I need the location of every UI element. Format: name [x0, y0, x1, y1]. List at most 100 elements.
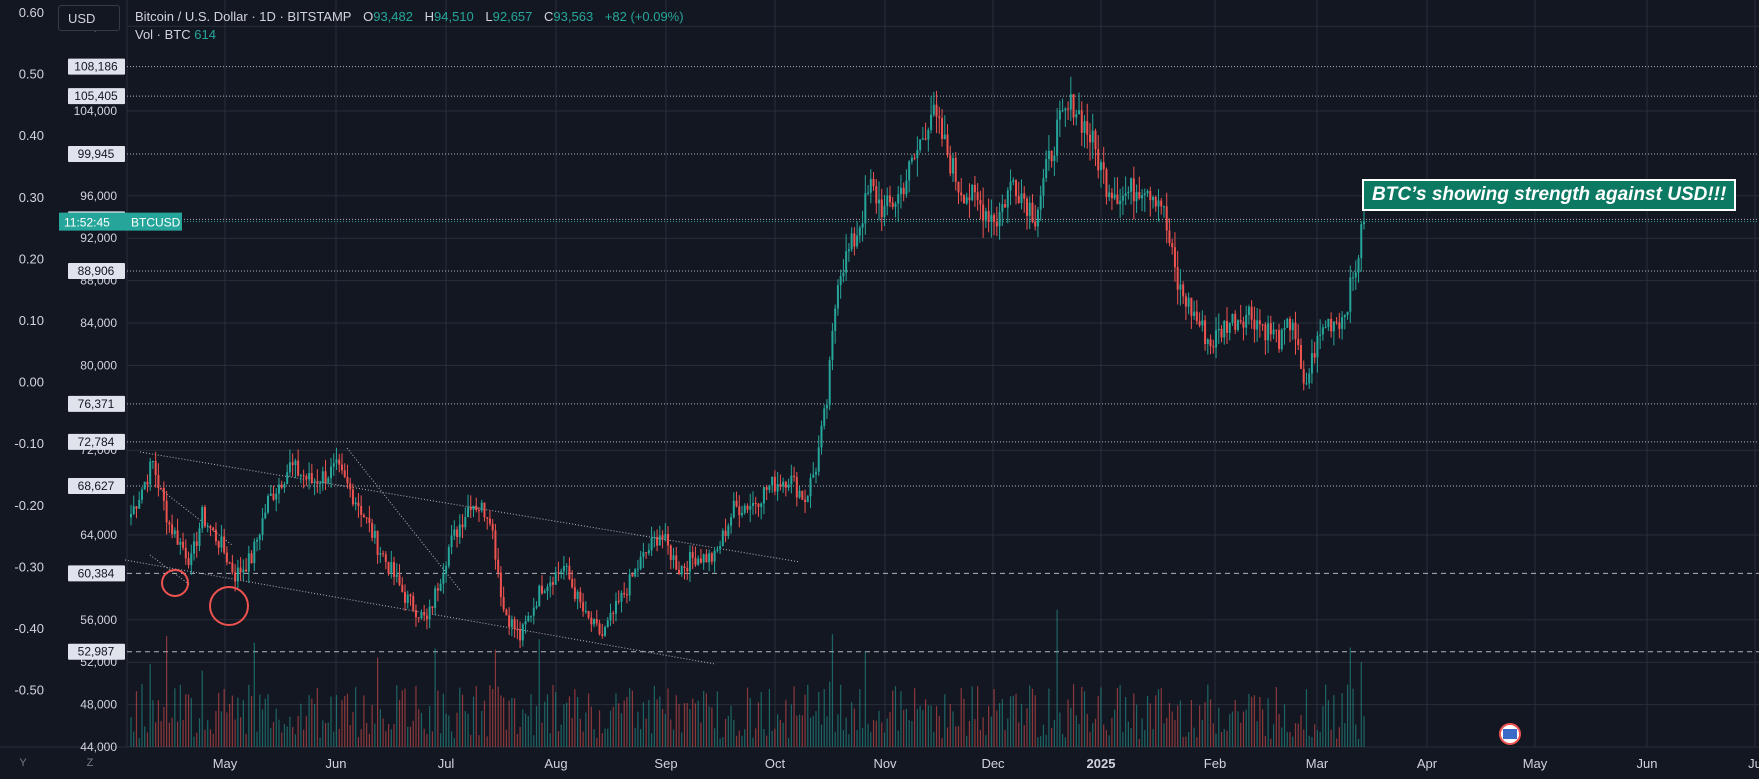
- candle-body: [245, 569, 248, 572]
- volume-bar: [700, 722, 702, 747]
- candle-body: [1009, 181, 1012, 191]
- time-axis[interactable]: May Jun Jul Aug Sep Oct Nov Dec 2025 Feb Mar Apr May…: [213, 756, 1759, 771]
- volume-bar: [289, 716, 291, 747]
- volume-bar: [703, 691, 705, 747]
- volume-bar: [1083, 691, 1086, 747]
- volume-bar: [1034, 695, 1036, 747]
- volume-bar: [516, 733, 518, 747]
- volume-bar: [461, 694, 464, 747]
- candle-body: [878, 199, 881, 204]
- candle-body: [1110, 192, 1113, 199]
- volume-bar: [878, 710, 880, 747]
- candle-body: [1324, 326, 1327, 328]
- volume-bar: [1062, 734, 1064, 747]
- candle-body: [1291, 322, 1294, 331]
- candle-body: [658, 535, 661, 546]
- candle-body: [839, 276, 842, 286]
- candle-body: [1360, 224, 1363, 259]
- candle-body: [406, 594, 409, 603]
- candle-body: [1316, 335, 1319, 358]
- chart-annotation[interactable]: BTC’s showing strength against USD!!!: [1362, 179, 1737, 211]
- volume-bar: [1199, 705, 1201, 747]
- volume-bar: [198, 718, 201, 747]
- candle-body: [565, 565, 568, 567]
- candle-body: [195, 541, 198, 546]
- volume-bar: [1248, 693, 1250, 747]
- volume-bar: [1330, 729, 1332, 747]
- candle-body: [1072, 94, 1075, 118]
- candle-body: [721, 530, 724, 547]
- candle-body: [716, 549, 719, 551]
- candle-body: [1099, 162, 1102, 171]
- volume-bar: [1209, 699, 1212, 747]
- candle-body: [346, 476, 349, 484]
- volume-bar: [259, 694, 261, 747]
- volume-bar: [1045, 734, 1047, 747]
- percent-tick-label: 0.40: [19, 128, 44, 143]
- volume-bar: [574, 689, 576, 747]
- candle-body: [582, 602, 585, 612]
- candle-body: [1012, 180, 1015, 182]
- volume-bar: [818, 691, 820, 747]
- candle-body: [256, 539, 259, 542]
- candle-body: [902, 187, 905, 195]
- candle-body: [510, 619, 513, 627]
- candle-body: [1119, 200, 1122, 205]
- candle-body: [584, 610, 587, 612]
- volume-bar: [1360, 662, 1362, 747]
- candle-body: [253, 541, 256, 564]
- legend-symbol[interactable]: Bitcoin / U.S. Dollar · 1D · BITSTAMP: [135, 9, 352, 24]
- candle-body: [861, 223, 864, 228]
- volume-bar: [716, 691, 718, 747]
- volume-bar: [1207, 684, 1209, 747]
- candle-body: [203, 507, 206, 527]
- volume-bar: [815, 711, 817, 747]
- z-axis-button[interactable]: Z: [86, 757, 94, 769]
- candle-body: [1127, 191, 1130, 194]
- volume-bar: [1352, 688, 1354, 747]
- legend-volume-label[interactable]: Vol · BTC: [135, 27, 191, 42]
- volume-bar: [1059, 712, 1061, 747]
- candle-body: [1001, 204, 1004, 212]
- candle-body: [625, 594, 628, 596]
- volume-bar: [1316, 730, 1319, 747]
- candle-body: [636, 568, 639, 570]
- volume-bar: [1278, 714, 1280, 747]
- candle-body: [1058, 110, 1061, 120]
- candle-body: [1105, 169, 1108, 198]
- candle-body: [1034, 221, 1037, 227]
- candle-body: [872, 178, 875, 187]
- volume-bar: [829, 681, 831, 747]
- level-tag-label: 105,405: [74, 89, 118, 103]
- candle-body: [428, 606, 431, 620]
- volume-bar: [453, 737, 455, 747]
- volume-bar: [182, 720, 184, 747]
- candle-body: [732, 500, 735, 518]
- volume-bar: [1081, 686, 1083, 747]
- candle-body: [971, 184, 974, 201]
- candle-body: [508, 615, 511, 627]
- candle-body: [1078, 110, 1081, 115]
- candle-body: [434, 588, 437, 608]
- time-tick-label: Oct: [765, 756, 786, 771]
- y-axis-button[interactable]: Y: [19, 757, 27, 769]
- candle-body: [946, 134, 949, 156]
- candle-body: [283, 484, 286, 488]
- candle-body: [1305, 383, 1308, 385]
- candle-body: [157, 475, 160, 488]
- candle-body: [842, 272, 845, 277]
- candle-body: [631, 574, 634, 577]
- volume-bar: [431, 731, 433, 747]
- volume-bar: [938, 715, 940, 747]
- candle-body: [321, 471, 324, 484]
- volume-bar: [387, 724, 390, 747]
- currency-button[interactable]: USD: [58, 5, 120, 31]
- candle-body: [340, 464, 343, 471]
- volume-bar: [582, 731, 584, 747]
- volume-bar: [752, 737, 754, 747]
- candle-body: [653, 536, 656, 538]
- candle-body: [310, 473, 313, 484]
- candle-body: [494, 530, 497, 560]
- candle-body: [1272, 329, 1275, 335]
